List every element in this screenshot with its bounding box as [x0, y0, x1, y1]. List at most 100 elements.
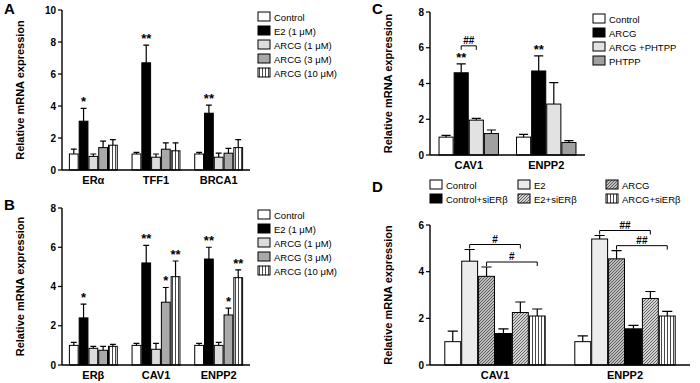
legend-swatch [258, 266, 270, 275]
legend-swatch [258, 210, 270, 219]
bar [529, 316, 545, 365]
bar [79, 121, 88, 170]
bar [562, 142, 576, 155]
error-bar [110, 344, 116, 346]
y-tick-label: 2 [50, 133, 56, 144]
legend-swatch [606, 194, 618, 203]
legend-label: PHTPP [609, 56, 641, 67]
error-bar [206, 247, 212, 259]
panel-label: A [4, 0, 15, 17]
significance-mark: ** [534, 42, 545, 57]
error-bar [206, 105, 212, 113]
error-bar [481, 267, 491, 276]
legend-swatch [518, 180, 530, 189]
bar [484, 134, 498, 155]
marks [69, 45, 242, 170]
error-bar [173, 143, 179, 151]
bracket-label: ## [463, 35, 475, 46]
significance-mark: ** [233, 256, 244, 271]
legend-label: ARCG (1 μM) [274, 238, 332, 249]
legend-label: E2 [534, 180, 546, 191]
legend-swatch [593, 56, 605, 65]
bar [152, 349, 161, 365]
error-bar [448, 331, 458, 342]
x-tick-label: TFF1 [143, 174, 169, 186]
figure: ARelative mRNA expression0246810*****ERα… [0, 0, 700, 383]
annotations: *********** [81, 231, 244, 309]
bar [462, 261, 478, 365]
y-tick-label: 2 [418, 114, 424, 125]
legend-label: Control+siERβ [446, 194, 508, 205]
y-tick-label: 10 [45, 5, 57, 16]
bar [532, 71, 546, 155]
legend-swatch [258, 224, 270, 233]
panel-label: D [372, 178, 383, 195]
bar [512, 313, 528, 366]
error-bar [110, 140, 116, 146]
error-bar [100, 346, 106, 350]
error-bar [90, 346, 96, 348]
significance-mark: ** [456, 50, 467, 65]
bar [89, 156, 98, 170]
error-bar [442, 135, 451, 137]
bar [517, 137, 531, 155]
bar [224, 315, 233, 365]
error-bar [90, 154, 96, 156]
legend-label: ARCG (10 μM) [274, 266, 337, 277]
significance-bracket [470, 245, 521, 249]
panel: ARelative mRNA expression0246810*****ERα… [4, 0, 337, 186]
y-tick-label: 2 [418, 313, 424, 324]
legend: ControlARCGARCG +PHTPPPHTPP [593, 14, 676, 67]
error-bar [235, 140, 241, 148]
error-bar [628, 325, 638, 329]
error-bar [515, 302, 525, 313]
bar [454, 73, 468, 155]
bar [642, 299, 658, 366]
bar [161, 149, 170, 170]
bar [626, 329, 642, 365]
legend-label: E2 (1 μM) [274, 224, 316, 235]
significance-mark: ** [141, 231, 152, 246]
error-bar [578, 336, 588, 342]
error-bar [153, 154, 159, 157]
legend-label: ARCG (1 μM) [274, 40, 332, 51]
bar [205, 113, 214, 170]
y-axis-label: Relative mRNA expression [382, 225, 394, 365]
bar [214, 157, 223, 170]
legend-swatch [518, 194, 530, 203]
error-bar [662, 311, 672, 316]
legend-swatch [258, 68, 270, 77]
x-tick-label: BRCA1 [200, 174, 238, 186]
bar [195, 345, 204, 365]
legend-swatch [258, 238, 270, 247]
bar [575, 342, 591, 365]
error-bar [173, 261, 179, 277]
legend-label: ARCG (3 μM) [274, 54, 332, 65]
significance-mark: * [226, 294, 232, 309]
error-bar [595, 236, 605, 240]
error-bar [143, 245, 149, 263]
error-bar [534, 56, 543, 71]
error-bar [81, 108, 87, 121]
bar [234, 278, 243, 365]
y-tick-label: 0 [50, 165, 56, 176]
x-axis [430, 154, 585, 155]
significance-mark: ** [204, 233, 215, 248]
bar [479, 276, 495, 365]
legend-label: E2 (1 μM) [274, 26, 316, 37]
legend: ControlE2 (1 μM)ARCG (1 μM)ARCG (3 μM)AR… [258, 210, 337, 277]
legend-swatch [430, 180, 442, 189]
bar [142, 63, 151, 170]
panel: CRelative mRNA expression02468****##CAV1… [372, 0, 676, 171]
legend-swatch [593, 42, 605, 51]
bar [89, 348, 98, 365]
legend-swatch [593, 14, 605, 23]
error-bar [163, 143, 169, 149]
error-bar [532, 309, 542, 316]
y-tick-label: 6 [50, 69, 56, 80]
y-axis [61, 10, 62, 170]
legend: ControlE2 (1 μM)ARCG (1 μM)ARCG (3 μM)AR… [258, 12, 337, 79]
y-tick-label: 8 [50, 203, 56, 214]
error-bar [519, 134, 528, 137]
legend-label: ARCG +PHTPP [609, 42, 676, 53]
